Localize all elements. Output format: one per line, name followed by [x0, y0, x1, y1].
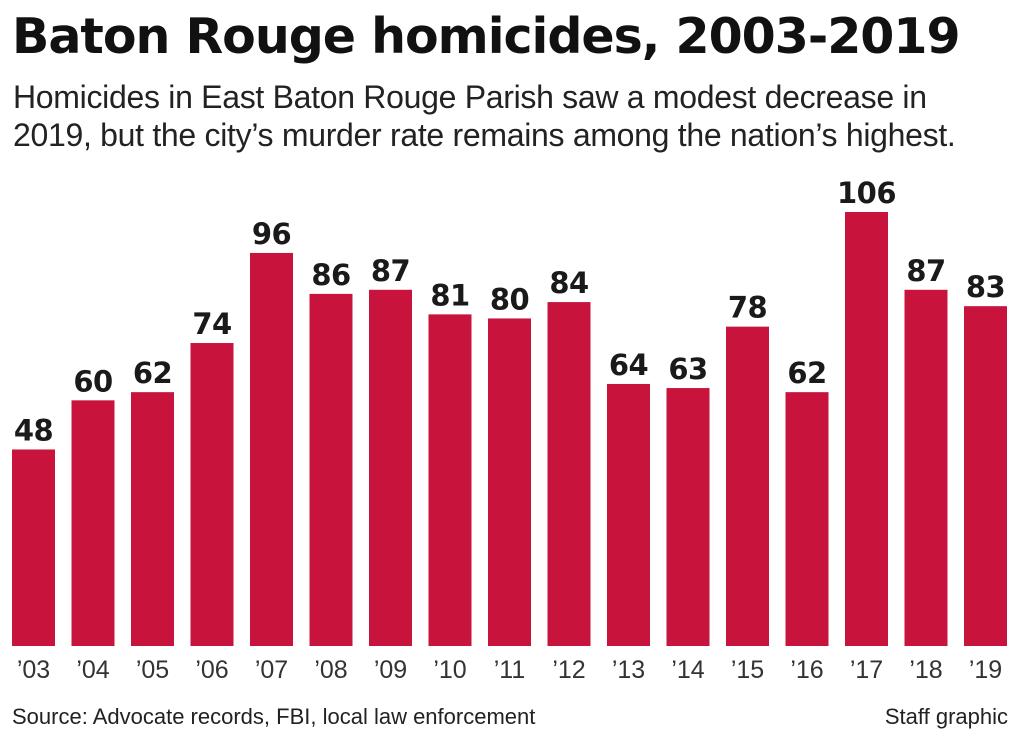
- x-tick-label-6: ’09: [374, 656, 407, 684]
- x-tick-label-9: ’12: [552, 656, 585, 684]
- bar-value-label-16: 83: [966, 270, 1005, 304]
- bar-9: [547, 302, 591, 646]
- x-tick-label-2: ’05: [136, 656, 169, 684]
- x-tick-label-0: ’03: [17, 656, 50, 684]
- x-tick-label-8: ’11: [494, 656, 526, 684]
- bar-value-label-15: 87: [906, 254, 945, 288]
- bar-16: [964, 306, 1007, 646]
- bar-value-label-11: 63: [668, 352, 707, 386]
- bar-4: [250, 252, 293, 646]
- bar-11: [666, 388, 710, 646]
- bar-13: [785, 392, 829, 646]
- x-tick-label-16: ’19: [969, 656, 1002, 684]
- source-note: Source: Advocate records, FBI, local law…: [12, 704, 536, 729]
- x-tick-label-11: ’14: [671, 656, 704, 684]
- x-tick-label-3: ’06: [195, 656, 228, 684]
- x-tick-label-4: ’07: [255, 656, 288, 684]
- bar-value-label-1: 60: [73, 364, 112, 398]
- bar-14: [845, 212, 888, 646]
- bar-value-label-7: 81: [430, 278, 469, 312]
- bar-value-label-5: 86: [311, 258, 350, 292]
- bar-6: [369, 289, 412, 646]
- x-tick-label-5: ’08: [314, 656, 347, 684]
- bar-value-label-0: 48: [14, 413, 53, 447]
- x-tick-label-7: ’10: [433, 656, 466, 684]
- bars-group: [12, 212, 1007, 646]
- chart-subtitle: Homicides in East Baton Rouge Parish saw…: [13, 79, 956, 153]
- bar-7: [428, 314, 472, 646]
- value-labels-group: 48 60 62 74 96 86 87 81 80 84 64 63 78 62 106 87 83: [14, 176, 1006, 447]
- x-axis-tick-labels: ’03 ’04 ’05 ’06 ’07 ’08 ’09 ’10 ’11 ’12 ’13 ’14 ’15 ’…: [17, 656, 1002, 684]
- bar-value-label-6: 87: [371, 254, 410, 288]
- x-tick-label-1: ’04: [76, 656, 109, 684]
- x-tick-label-14: ’17: [850, 656, 883, 684]
- bar-value-label-14: 106: [837, 176, 896, 210]
- bar-value-label-2: 62: [133, 356, 172, 390]
- chart-title: Baton Rouge homicides, 2003-2019: [12, 8, 961, 65]
- bar-value-label-8: 80: [490, 282, 529, 316]
- bar-2: [131, 392, 174, 646]
- bar-1: [71, 400, 115, 646]
- bar-5: [309, 293, 353, 646]
- bar-value-label-13: 62: [787, 356, 826, 390]
- x-tick-label-12: ’15: [731, 656, 764, 684]
- x-tick-label-10: ’13: [612, 656, 645, 684]
- bar-value-label-12: 78: [728, 291, 767, 325]
- bar-10: [607, 383, 650, 646]
- bar-8: [488, 318, 531, 646]
- credit-note: Staff graphic: [884, 704, 1008, 729]
- bar-value-label-4: 96: [252, 217, 291, 251]
- bar-0: [12, 449, 55, 646]
- x-tick-label-13: ’16: [790, 656, 823, 684]
- x-tick-label-15: ’18: [909, 656, 942, 684]
- bar-15: [904, 289, 948, 646]
- bar-value-label-10: 64: [609, 348, 648, 382]
- bar-value-label-9: 84: [549, 266, 588, 300]
- bar-12: [726, 326, 769, 646]
- bar-3: [190, 343, 234, 646]
- bar-value-label-3: 74: [192, 307, 231, 341]
